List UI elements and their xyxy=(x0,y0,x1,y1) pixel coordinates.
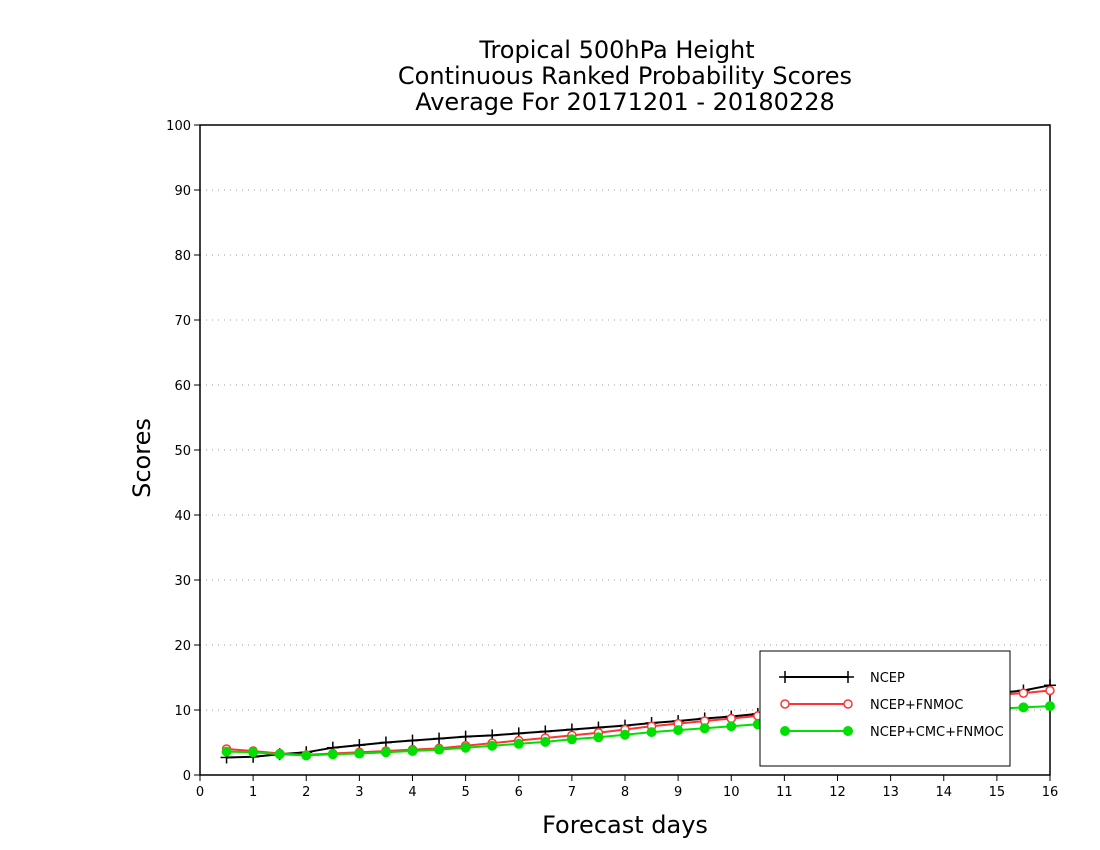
y-tick-label: 70 xyxy=(174,314,191,329)
y-tick-label: 60 xyxy=(174,379,191,394)
x-tick-label: 14 xyxy=(935,785,952,800)
data-point xyxy=(274,749,285,760)
chart-title-line-1: Tropical 500hPa Height xyxy=(478,36,754,64)
data-point xyxy=(540,736,551,747)
x-tick-label: 8 xyxy=(621,785,629,800)
x-tick-label: 12 xyxy=(829,785,846,800)
data-point xyxy=(726,721,737,732)
x-tick-label: 1 xyxy=(249,785,257,800)
data-point xyxy=(406,734,419,747)
data-point xyxy=(248,747,259,758)
legend: NCEP NCEP+FNMOC NCEP+CMC+FNMOC xyxy=(759,650,1011,767)
y-tick-label: 100 xyxy=(166,119,191,134)
data-point xyxy=(620,729,630,740)
data-point xyxy=(566,734,577,745)
x-tick-label: 3 xyxy=(355,785,363,800)
x-tick-label: 7 xyxy=(568,785,576,800)
data-point xyxy=(487,740,498,751)
legend-marker xyxy=(780,726,790,736)
chart-title-line-3: Average For 20171201 - 20180228 xyxy=(415,88,835,116)
data-point xyxy=(1018,688,1029,698)
data-point xyxy=(434,744,445,755)
legend-marker xyxy=(843,726,853,736)
data-point xyxy=(433,732,446,745)
y-tick-label: 90 xyxy=(174,184,191,199)
data-point xyxy=(327,749,338,760)
x-axis-label: Forecast days xyxy=(542,811,708,839)
legend-marker xyxy=(843,699,853,709)
x-tick-label: 2 xyxy=(302,785,310,800)
data-point xyxy=(513,738,524,749)
data-point xyxy=(1018,702,1029,713)
y-tick-label: 50 xyxy=(174,444,191,459)
y-tick-label: 0 xyxy=(183,769,191,784)
y-tick-label: 30 xyxy=(174,574,191,589)
legend-marker xyxy=(779,671,791,683)
data-point xyxy=(460,742,471,753)
x-tick-label: 4 xyxy=(408,785,416,800)
data-point xyxy=(380,747,391,758)
x-tick-label: 5 xyxy=(461,785,469,800)
y-axis-label: Scores xyxy=(128,418,156,498)
data-point xyxy=(221,746,232,757)
chart-title-line-2: Continuous Ranked Probability Scores xyxy=(398,62,852,90)
data-point xyxy=(673,725,684,736)
x-axis-ticks: 0 1 2 3 4 5 6 7 8 9 10 11 12 13 14 15 16 xyxy=(196,775,1058,800)
data-point xyxy=(646,727,657,738)
legend-marker xyxy=(780,699,790,709)
x-tick-label: 13 xyxy=(882,785,899,800)
legend-item: NCEP+CMC+FNMOC xyxy=(780,725,1004,740)
y-tick-label: 40 xyxy=(174,509,191,524)
data-point xyxy=(354,748,365,759)
x-tick-label: 15 xyxy=(989,785,1006,800)
data-point xyxy=(1045,701,1055,712)
y-gridlines xyxy=(200,189,1050,711)
legend-item: NCEP+FNMOC xyxy=(780,698,963,713)
data-point xyxy=(593,732,604,743)
legend-marker xyxy=(842,671,854,683)
y-axis-ticks: 0 10 20 30 40 50 60 70 80 90 100 xyxy=(166,119,200,784)
data-point xyxy=(459,730,472,743)
data-point xyxy=(407,745,418,756)
chart-title: Tropical 500hPa Height Continuous Ranked… xyxy=(398,36,852,116)
x-tick-label: 0 xyxy=(196,785,204,800)
legend-item: NCEP xyxy=(779,671,905,686)
data-point xyxy=(1045,685,1055,696)
data-point xyxy=(699,723,710,734)
legend-label: NCEP+CMC+FNMOC xyxy=(870,725,1004,740)
y-tick-label: 20 xyxy=(174,639,191,654)
legend-label: NCEP xyxy=(870,671,905,686)
legend-label: NCEP+FNMOC xyxy=(870,698,963,713)
data-point xyxy=(301,750,312,761)
x-tick-label: 6 xyxy=(515,785,523,800)
legend-box xyxy=(759,650,1011,767)
x-tick-label: 11 xyxy=(776,785,793,800)
y-tick-label: 10 xyxy=(174,704,191,719)
y-tick-label: 80 xyxy=(174,249,191,264)
x-tick-label: 10 xyxy=(723,785,740,800)
x-tick-label: 16 xyxy=(1042,785,1059,800)
x-tick-label: 9 xyxy=(674,785,682,800)
